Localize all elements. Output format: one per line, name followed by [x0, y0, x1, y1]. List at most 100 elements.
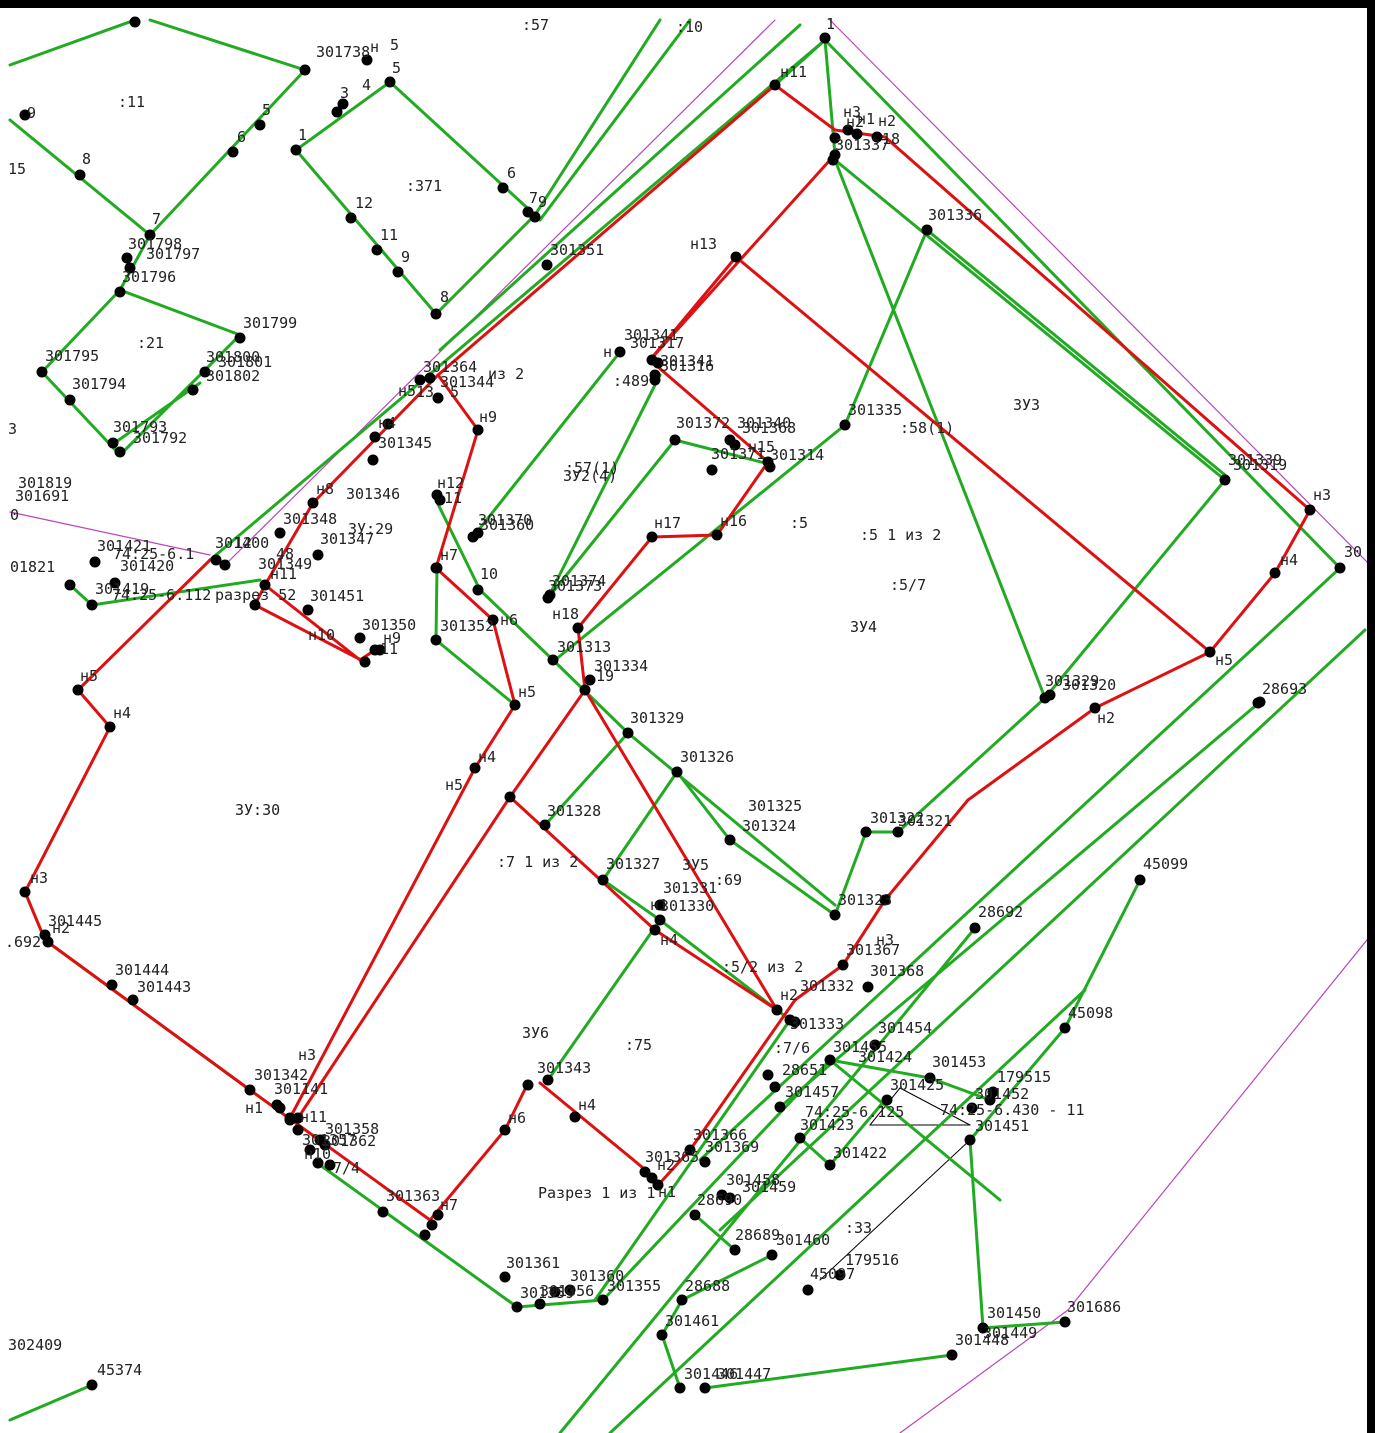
vertex-point[interactable]	[851, 128, 863, 140]
vertex-point[interactable]	[431, 562, 443, 574]
vertex-point[interactable]	[966, 1102, 978, 1114]
vertex-point[interactable]	[649, 374, 661, 386]
vertex-point[interactable]	[144, 229, 156, 241]
vertex-point[interactable]	[656, 1329, 668, 1341]
vertex-point[interactable]	[419, 1229, 431, 1241]
vertex-point[interactable]	[109, 577, 121, 589]
vertex-point[interactable]	[284, 1114, 296, 1126]
vertex-point[interactable]	[304, 1144, 316, 1156]
vertex-point[interactable]	[64, 579, 76, 591]
vertex-point[interactable]	[730, 251, 742, 263]
vertex-point[interactable]	[121, 252, 133, 264]
vertex-point[interactable]	[597, 874, 609, 886]
vertex-point[interactable]	[764, 461, 776, 473]
vertex-point[interactable]	[699, 1382, 711, 1394]
vertex-point[interactable]	[414, 374, 426, 386]
vertex-point[interactable]	[549, 1286, 561, 1298]
vertex-point[interactable]	[1304, 504, 1316, 516]
vertex-point[interactable]	[187, 384, 199, 396]
vertex-point[interactable]	[367, 454, 379, 466]
vertex-point[interactable]	[129, 16, 141, 28]
vertex-point[interactable]	[424, 372, 436, 384]
vertex-point[interactable]	[382, 418, 394, 430]
vertex-point[interactable]	[369, 431, 381, 443]
vertex-point[interactable]	[354, 632, 366, 644]
vertex-point[interactable]	[199, 366, 211, 378]
vertex-point[interactable]	[921, 224, 933, 236]
vertex-point[interactable]	[1204, 646, 1216, 658]
vertex-point[interactable]	[1134, 874, 1146, 886]
vertex-point[interactable]	[729, 1244, 741, 1256]
vertex-point[interactable]	[371, 244, 383, 256]
vertex-point[interactable]	[469, 762, 481, 774]
vertex-point[interactable]	[234, 332, 246, 344]
vertex-point[interactable]	[124, 262, 136, 274]
vertex-point[interactable]	[547, 654, 559, 666]
vertex-point[interactable]	[432, 392, 444, 404]
vertex-point[interactable]	[649, 924, 661, 936]
vertex-point[interactable]	[384, 76, 396, 88]
vertex-point[interactable]	[1269, 567, 1281, 579]
vertex-point[interactable]	[504, 791, 516, 803]
vertex-point[interactable]	[219, 559, 231, 571]
vertex-point[interactable]	[584, 674, 596, 686]
vertex-point[interactable]	[724, 1192, 736, 1204]
vertex-point[interactable]	[869, 1039, 881, 1051]
vertex-point[interactable]	[706, 464, 718, 476]
vertex-point[interactable]	[784, 1014, 796, 1026]
vertex-point[interactable]	[946, 1349, 958, 1361]
vertex-point[interactable]	[86, 599, 98, 611]
vertex-point[interactable]	[762, 1069, 774, 1081]
vertex-point[interactable]	[674, 1382, 686, 1394]
vertex-point[interactable]	[307, 497, 319, 509]
vertex-point[interactable]	[227, 146, 239, 158]
vertex-point[interactable]	[472, 424, 484, 436]
vertex-point[interactable]	[669, 434, 681, 446]
vertex-point[interactable]	[802, 1284, 814, 1296]
vertex-point[interactable]	[312, 1157, 324, 1169]
vertex-point[interactable]	[860, 826, 872, 838]
vertex-point[interactable]	[290, 144, 302, 156]
vertex-point[interactable]	[977, 1322, 989, 1334]
vertex-point[interactable]	[529, 211, 541, 223]
vertex-point[interactable]	[769, 79, 781, 91]
vertex-point[interactable]	[274, 1102, 286, 1114]
vertex-point[interactable]	[579, 684, 591, 696]
vertex-point[interactable]	[432, 1209, 444, 1221]
vertex-point[interactable]	[614, 346, 626, 358]
vertex-point[interactable]	[842, 124, 854, 136]
vertex-point[interactable]	[299, 64, 311, 76]
vertex-point[interactable]	[249, 599, 261, 611]
vertex-point[interactable]	[19, 109, 31, 121]
vertex-point[interactable]	[114, 286, 126, 298]
vertex-point[interactable]	[254, 119, 266, 131]
vertex-point[interactable]	[1089, 702, 1101, 714]
vertex-point[interactable]	[834, 1269, 846, 1281]
vertex-point[interactable]	[331, 106, 343, 118]
vertex-point[interactable]	[19, 886, 31, 898]
vertex-point[interactable]	[522, 1079, 534, 1091]
vertex-point[interactable]	[127, 994, 139, 1006]
vertex-point[interactable]	[1219, 474, 1231, 486]
vertex-point[interactable]	[210, 554, 222, 566]
vertex-point[interactable]	[964, 1134, 976, 1146]
vertex-point[interactable]	[374, 644, 386, 656]
vertex-point[interactable]	[430, 308, 442, 320]
vertex-point[interactable]	[824, 1054, 836, 1066]
vertex-point[interactable]	[430, 634, 442, 646]
vertex-point[interactable]	[319, 1139, 331, 1151]
vertex-point[interactable]	[541, 259, 553, 271]
vertex-point[interactable]	[689, 1209, 701, 1221]
vertex-point[interactable]	[1044, 689, 1056, 701]
vertex-point[interactable]	[892, 826, 904, 838]
vertex-point[interactable]	[539, 819, 551, 831]
vertex-point[interactable]	[434, 494, 446, 506]
vertex-point[interactable]	[684, 1144, 696, 1156]
vertex-point[interactable]	[824, 1159, 836, 1171]
vertex-point[interactable]	[711, 529, 723, 541]
vertex-point[interactable]	[359, 656, 371, 668]
vertex-point[interactable]	[472, 527, 484, 539]
vertex-point[interactable]	[572, 622, 584, 634]
vertex-point[interactable]	[426, 1219, 438, 1231]
